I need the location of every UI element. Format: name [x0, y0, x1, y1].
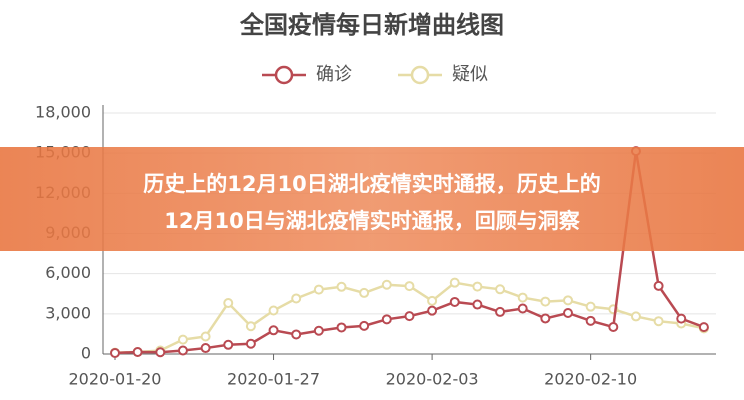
- point: [563, 308, 573, 319]
- point: [268, 305, 279, 316]
- point: [245, 338, 256, 349]
- legend-marker: [274, 65, 294, 85]
- banner-text: 12月10日与湖北疫情实时通报，回顾与洞察: [164, 209, 580, 233]
- point: [449, 277, 460, 288]
- y-tick-label: 3,000: [45, 303, 91, 322]
- point: [495, 306, 506, 317]
- point: [223, 339, 234, 350]
- point: [291, 329, 302, 340]
- point: [517, 292, 528, 303]
- x-tick-label: 2020-01-27: [227, 370, 320, 389]
- point: [268, 325, 279, 336]
- point: [291, 293, 302, 304]
- y-tick-label: 6,000: [45, 263, 91, 282]
- legend-marker: [410, 65, 430, 85]
- point: [563, 295, 573, 306]
- point: [585, 301, 596, 312]
- point: [585, 315, 596, 326]
- point: [698, 322, 709, 333]
- point: [381, 314, 392, 325]
- y-tick-label: 0: [81, 344, 91, 363]
- point: [630, 311, 641, 322]
- point: [177, 334, 188, 345]
- chart-title: 全国疫情每日新增曲线图: [239, 11, 504, 39]
- point: [427, 305, 438, 316]
- x-tick-label: 2020-01-20: [69, 370, 162, 389]
- point: [653, 316, 664, 327]
- point: [676, 313, 687, 324]
- point: [540, 313, 551, 324]
- point: [653, 280, 664, 291]
- legend-label: 确诊: [316, 64, 352, 85]
- point: [472, 299, 483, 310]
- point: [177, 345, 188, 356]
- point: [449, 296, 460, 307]
- point: [245, 321, 256, 332]
- banner: [0, 147, 744, 251]
- point: [200, 343, 211, 354]
- point: [404, 311, 415, 322]
- point: [223, 298, 234, 309]
- point: [381, 279, 392, 290]
- point: [427, 295, 438, 306]
- point: [110, 347, 120, 358]
- point: [404, 281, 415, 292]
- point: [517, 303, 528, 314]
- point: [540, 296, 551, 307]
- legend-label: 疑似: [452, 64, 488, 85]
- point: [336, 322, 347, 333]
- point: [472, 281, 483, 292]
- point: [155, 347, 166, 358]
- point: [313, 284, 324, 295]
- point: [132, 347, 143, 358]
- banner-text: 历史上的12月10日湖北疫情实时通报，历史上的: [143, 172, 600, 196]
- y-tick-label: 18,000: [35, 103, 91, 122]
- point: [608, 322, 619, 333]
- x-tick-label: 2020-02-03: [386, 370, 479, 389]
- point: [313, 325, 324, 336]
- point: [336, 281, 347, 292]
- point: [495, 284, 506, 295]
- point: [359, 287, 370, 298]
- x-tick-label: 2020-02-10: [544, 370, 637, 389]
- point: [359, 320, 370, 331]
- point: [200, 331, 211, 342]
